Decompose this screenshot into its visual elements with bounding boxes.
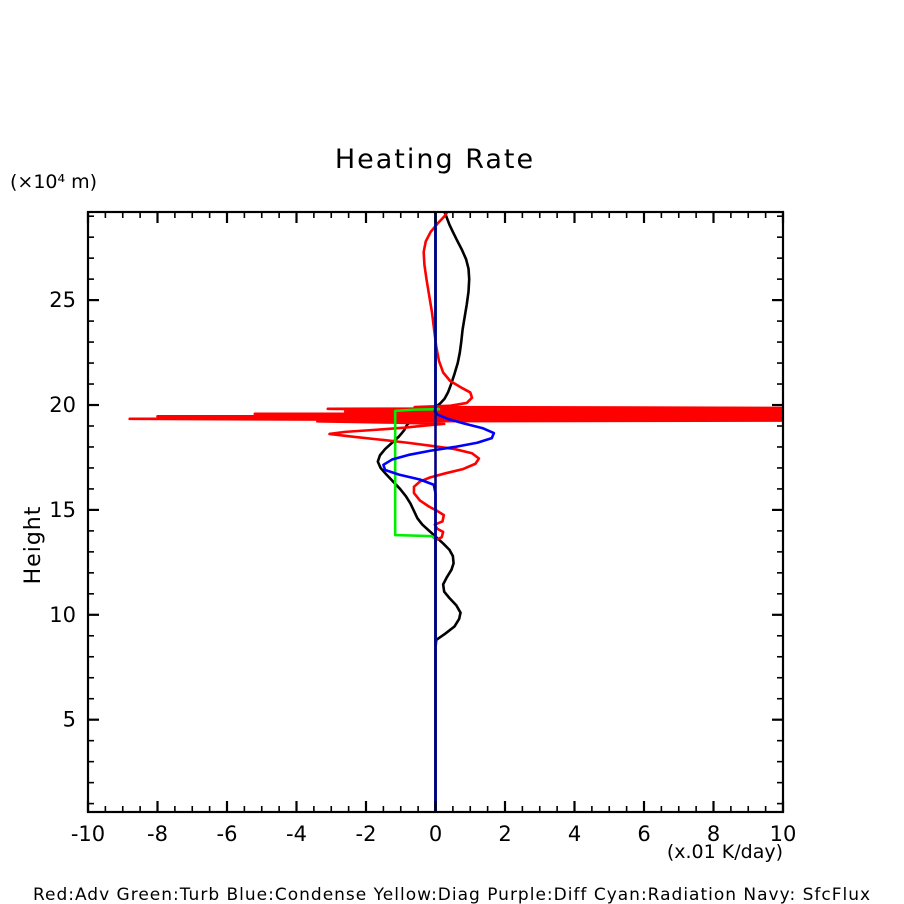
series-layer: [128, 212, 783, 812]
plot-area: [128, 212, 783, 812]
series-line-adv: [128, 212, 783, 812]
x-tick-label: 2: [498, 822, 511, 846]
x-tick-label: -2: [356, 822, 377, 846]
y-tick-label: 10: [49, 603, 76, 627]
y-axis-tick-labels: 5 10 15 20 25: [49, 288, 76, 732]
y-tick-label: 15: [49, 498, 76, 522]
y-tick-label: 25: [49, 288, 76, 312]
chart-title: Heating Rate: [335, 144, 535, 175]
x-tick-label: -8: [147, 822, 168, 846]
x-axis-unit-label: (x.01 K/day): [667, 841, 783, 863]
x-axis-tick-labels: -10 -8 -6 -4 -2 0 2 4 6 8 10: [71, 822, 797, 846]
x-tick-label: -10: [71, 822, 105, 846]
plot-frame: [86, 210, 785, 814]
x-tick-label: 10: [770, 822, 797, 846]
x-tick-label: -4: [286, 822, 307, 846]
y-tick-label: 20: [49, 393, 76, 417]
x-tick-label: 6: [637, 822, 650, 846]
y-axis-title: Height: [21, 506, 46, 585]
x-tick-label: -6: [217, 822, 238, 846]
x-tick-label: 4: [568, 822, 581, 846]
y-axis-unit-label: (×10⁴ m): [10, 171, 97, 193]
x-tick-label: 0: [429, 822, 442, 846]
series-line-turb: [393, 212, 441, 812]
legend-line: Red:Adv Green:Turb Blue:Condense Yellow:…: [33, 885, 871, 904]
x-tick-label: 8: [707, 822, 720, 846]
series-line-total: [376, 212, 471, 812]
y-tick-label: 5: [63, 708, 76, 732]
